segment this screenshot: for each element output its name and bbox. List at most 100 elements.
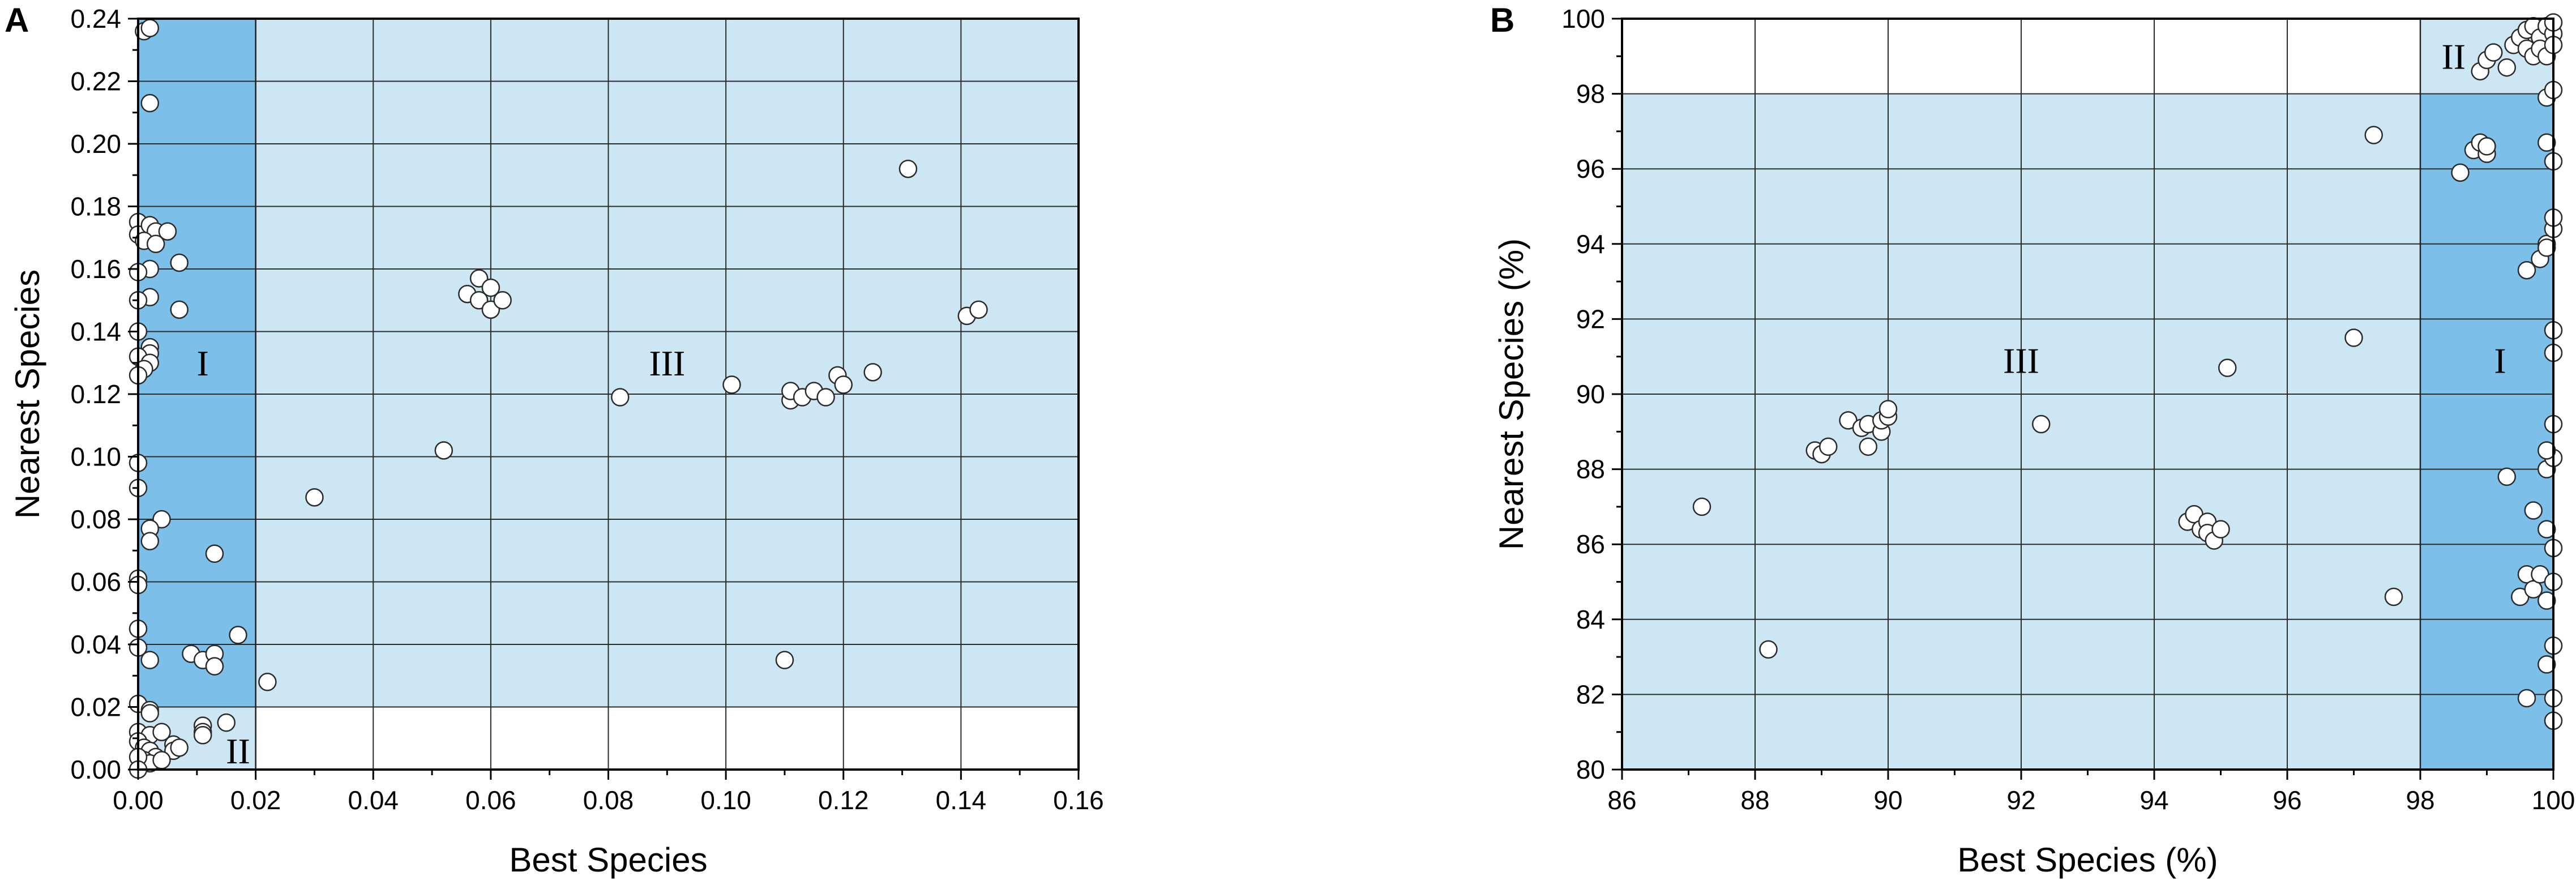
region-1-shade (2420, 93, 2553, 770)
data-point (170, 253, 189, 272)
y-tick-label: 0.06 (70, 567, 121, 597)
x-axis-title: Best Species (%) (1957, 841, 2218, 879)
y-tick-label: 100 (1561, 4, 1605, 33)
x-tick-label: 0.16 (1053, 785, 1104, 815)
data-point (1759, 640, 1778, 659)
y-tick-label: 0.08 (70, 505, 121, 534)
data-point (152, 723, 171, 741)
data-point (434, 441, 453, 460)
data-point (2032, 415, 2051, 434)
region-0-shade (255, 19, 1079, 707)
y-tick-label: 92 (1576, 304, 1605, 334)
x-tick-label: 92 (2006, 785, 2035, 815)
y-tick-label: 0.18 (70, 192, 121, 221)
panel-a: 0.00 0.02 0.04 0.06 0.08 0.10 0.12 0.14 0.16 0.00… (5, 1, 1104, 879)
data-point (146, 234, 165, 254)
y-tick-label: 0.16 (70, 254, 121, 284)
data-point (2517, 689, 2536, 708)
data-point (1819, 437, 1838, 456)
region-label-III: III (649, 343, 685, 383)
x-tick-label: 0.12 (818, 785, 869, 815)
x-tick-label: 86 (1607, 785, 1636, 815)
y-tick-label: 82 (1576, 680, 1605, 709)
data-point (217, 713, 236, 732)
data-point (493, 291, 512, 310)
data-point (834, 375, 853, 394)
x-tick-label: 0.08 (583, 785, 634, 815)
region-label-II: II (2441, 36, 2466, 76)
data-point (2484, 43, 2503, 62)
data-point (258, 673, 277, 691)
data-point (158, 222, 177, 241)
y-tick-label: 94 (1576, 229, 1605, 259)
data-point (898, 159, 918, 178)
data-point (2524, 580, 2543, 599)
data-point (2524, 501, 2543, 520)
data-point (2364, 126, 2383, 144)
x-tick-label: 0.14 (936, 785, 987, 815)
data-point (140, 651, 160, 669)
data-point (722, 375, 741, 394)
data-point (2451, 163, 2470, 182)
panel-b: 86 88 90 92 94 96 98 100 80 82 84 86 88 90 92 94 96 98 100… (1490, 1, 2575, 879)
data-point (2384, 587, 2403, 606)
y-tick-label: 96 (1576, 154, 1605, 183)
data-point (863, 363, 882, 382)
data-point (2218, 358, 2237, 377)
data-point (205, 544, 224, 563)
data-point (2344, 328, 2363, 347)
data-point (193, 725, 212, 745)
x-tick-label: 90 (1873, 785, 1902, 815)
x-tick-label: 88 (1740, 785, 1769, 815)
data-point (2211, 520, 2230, 539)
region-label-III: III (2003, 340, 2039, 381)
y-tick-label: 0.22 (70, 67, 121, 96)
panel-label: B (1490, 1, 1514, 39)
x-tick-label: 0.10 (700, 785, 751, 815)
data-point (1878, 400, 1898, 418)
region-label-II: II (226, 731, 250, 771)
y-tick-label: 90 (1576, 379, 1605, 409)
x-tick-label: 94 (2139, 785, 2168, 815)
y-tick-label: 0.04 (70, 630, 121, 659)
data-point (170, 300, 189, 319)
x-tick-label: 98 (2406, 785, 2434, 815)
region-label-I: I (2494, 340, 2506, 381)
data-point (305, 488, 324, 507)
x-tick-label: 0.02 (230, 785, 281, 815)
data-point (140, 19, 160, 37)
y-tick-label: 88 (1576, 455, 1605, 484)
y-tick-label: 0.14 (70, 317, 121, 347)
x-axis-title: Best Species (509, 841, 707, 879)
data-point (140, 93, 160, 113)
data-point (140, 704, 160, 723)
data-point (611, 388, 630, 407)
y-axis-title: Nearest Species (%) (1492, 238, 1530, 550)
x-tick-label: 0.00 (113, 785, 164, 815)
data-point (2538, 520, 2556, 539)
data-point (481, 278, 500, 297)
data-point (2497, 58, 2516, 77)
data-point (152, 751, 171, 770)
y-tick-label: 86 (1576, 529, 1605, 559)
y-tick-label: 98 (1576, 79, 1605, 109)
data-point (2497, 467, 2516, 486)
y-tick-label: 84 (1576, 605, 1605, 634)
y-tick-label: 0.24 (70, 4, 121, 33)
data-point (2538, 238, 2556, 257)
y-tick-label: 80 (1576, 755, 1605, 784)
data-point (2538, 441, 2556, 460)
data-point (229, 626, 247, 644)
data-point (205, 657, 224, 676)
data-point (140, 532, 160, 550)
data-point (170, 738, 189, 757)
data-point (2538, 655, 2556, 674)
y-tick-label: 0.02 (70, 693, 121, 722)
y-axis-title: Nearest Species (8, 270, 46, 519)
x-tick-label: 0.06 (465, 785, 516, 815)
x-tick-label: 100 (2532, 785, 2575, 815)
data-point (2517, 260, 2536, 280)
y-tick-label: 0.00 (70, 755, 121, 784)
data-point (816, 388, 835, 407)
